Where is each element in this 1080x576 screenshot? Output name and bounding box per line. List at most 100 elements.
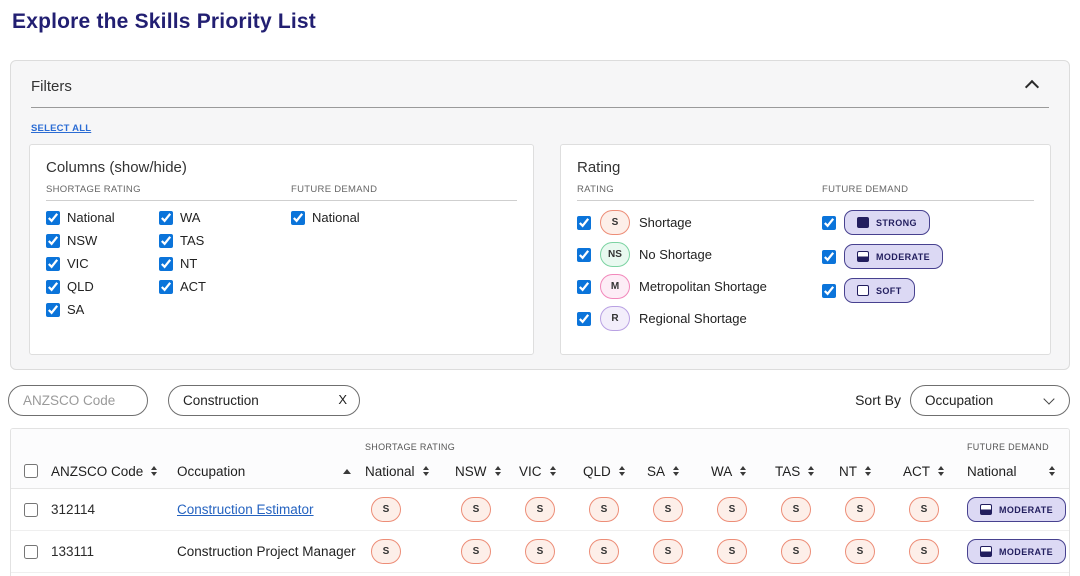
- shortage-rating-cell: S: [583, 539, 647, 564]
- column-toggle-checkbox-vic[interactable]: [46, 256, 60, 271]
- column-toggle-checkbox-act[interactable]: [159, 279, 173, 294]
- col-header-qld[interactable]: QLD: [583, 464, 647, 479]
- anzsco-code-input[interactable]: [8, 384, 148, 416]
- sort-updown-icon[interactable]: [422, 465, 429, 477]
- column-toggle-checkbox-nsw[interactable]: [46, 233, 60, 248]
- rating-group-label: RATING: [577, 184, 822, 201]
- sort-updown-icon[interactable]: [673, 465, 680, 477]
- column-toggle-checkbox-qld[interactable]: [46, 279, 60, 294]
- col-header-nt[interactable]: NT: [839, 464, 903, 479]
- col-header-sa[interactable]: SA: [647, 464, 711, 479]
- rating-box: Rating RATING S Shortage NS No Shortage M Met…: [560, 144, 1051, 355]
- select-all-link[interactable]: SELECT ALL: [31, 123, 92, 134]
- select-all-rows-checkbox[interactable]: [24, 464, 38, 478]
- sort-updown-icon[interactable]: [618, 465, 625, 477]
- sort-updown-icon[interactable]: [1049, 465, 1055, 477]
- sort-updown-icon[interactable]: [740, 465, 747, 477]
- column-toggle-item-sa[interactable]: SA: [46, 302, 84, 317]
- clear-search-button[interactable]: X: [338, 391, 347, 407]
- column-toggle-national: National: [46, 210, 159, 225]
- shortage-rating-cell: S: [519, 539, 583, 564]
- col-header-national[interactable]: National: [365, 464, 455, 479]
- sort-updown-icon[interactable]: [808, 465, 815, 477]
- column-toggle-checkbox-sa[interactable]: [46, 302, 60, 317]
- future-demand-checkbox-moderate[interactable]: [822, 249, 836, 264]
- column-toggle-checkbox-national[interactable]: [46, 210, 60, 225]
- rating-checkbox-s[interactable]: [577, 215, 591, 230]
- filters-collapse-button[interactable]: [1021, 77, 1043, 95]
- occupation-link[interactable]: Construction Estimator: [177, 502, 314, 517]
- column-toggle-checkbox-tas[interactable]: [159, 233, 173, 248]
- future-demand-cell: MODERATE: [967, 497, 1069, 522]
- column-toggle-item-national[interactable]: National: [46, 210, 115, 225]
- shortage-rating-badge-s: S: [781, 497, 811, 522]
- future-demand-pill-soft[interactable]: SOFT: [844, 278, 915, 303]
- column-toggle-checkbox-wa[interactable]: [159, 210, 173, 225]
- shortage-rating-cell: S: [839, 497, 903, 522]
- search-sort-row: X Sort By Occupation: [8, 384, 1070, 416]
- col-header-occupation[interactable]: Occupation: [177, 464, 365, 479]
- column-toggle-item-nsw[interactable]: NSW: [46, 233, 97, 248]
- sort-ascending-icon[interactable]: [343, 468, 351, 474]
- future-column-toggle-checkbox-national[interactable]: [291, 210, 305, 225]
- shortage-rating-badge-s: S: [589, 539, 619, 564]
- sort-by-select[interactable]: Occupation: [910, 384, 1070, 416]
- future-demand-group-label: FUTURE DEMAND: [822, 184, 1034, 201]
- future-demand-pill-moderate[interactable]: MODERATE: [967, 539, 1067, 564]
- shortage-rating-badge-s: S: [461, 539, 491, 564]
- future-column-toggle-item-national[interactable]: National: [291, 210, 360, 225]
- row-checkbox-312114[interactable]: [24, 502, 38, 517]
- future-demand-pill-label: MODERATE: [999, 504, 1054, 515]
- rating-checkbox-r[interactable]: [577, 311, 591, 326]
- table-header: SHORTAGE RATING FUTURE DEMAND ANZSCO Cod…: [11, 429, 1069, 489]
- column-toggle-item-nt[interactable]: NT: [159, 256, 197, 271]
- checkbox-label: SA: [67, 302, 85, 317]
- col-header-anzsco-code[interactable]: ANZSCO Code: [51, 464, 177, 479]
- shortage-rating-badge-s: S: [589, 497, 619, 522]
- sort-updown-icon[interactable]: [865, 465, 871, 477]
- future-demand-group-label: FUTURE DEMAND: [291, 184, 517, 201]
- column-toggle-item-act[interactable]: ACT: [159, 279, 206, 294]
- col-header-vic[interactable]: VIC: [519, 464, 583, 479]
- shortage-rating-cell: S: [839, 539, 903, 564]
- table-body: 312114 Construction Estimator S S S S S S S S S MOD…: [11, 489, 1069, 576]
- shortage-rating-badge-s: S: [717, 539, 747, 564]
- future-demand-pill-moderate[interactable]: MODERATE: [844, 244, 944, 269]
- shortage-rating-badge-s: S: [717, 497, 747, 522]
- sort-updown-icon[interactable]: [938, 465, 944, 477]
- rating-checkbox-ns[interactable]: [577, 247, 591, 262]
- shortage-rating-badge-s: S: [525, 497, 555, 522]
- rating-filter-ns: NS No Shortage: [577, 242, 822, 267]
- rating-checkbox-m[interactable]: [577, 279, 591, 294]
- column-toggle-act: ACT: [159, 279, 272, 294]
- column-toggle-vic: VIC: [46, 256, 159, 271]
- column-toggle-nt: NT: [159, 256, 272, 271]
- column-toggle-checkbox-nt[interactable]: [159, 256, 173, 271]
- row-checkbox-133111[interactable]: [24, 544, 38, 559]
- keyword-search-input[interactable]: [168, 384, 360, 416]
- shortage-rating-badge-s: S: [909, 497, 939, 522]
- column-toggle-item-qld[interactable]: QLD: [46, 279, 94, 294]
- sort-updown-icon[interactable]: [549, 465, 556, 477]
- checkbox-label: National: [67, 210, 115, 225]
- shortage-rating-badge-s: S: [781, 539, 811, 564]
- col-header-nsw[interactable]: NSW: [455, 464, 519, 479]
- rating-filter-group: RATING S Shortage NS No Shortage M Metropolit…: [577, 184, 822, 338]
- sort-updown-icon[interactable]: [151, 465, 158, 477]
- table-row: 312114 Construction Estimator S S S S S S S S S MOD…: [11, 489, 1069, 531]
- col-header-future-national[interactable]: National: [967, 464, 1069, 479]
- column-toggle-item-wa[interactable]: WA: [159, 210, 200, 225]
- col-header-act[interactable]: ACT: [903, 464, 967, 479]
- sort-updown-icon[interactable]: [494, 465, 501, 477]
- future-demand-pill-moderate[interactable]: MODERATE: [967, 497, 1067, 522]
- col-header-tas[interactable]: TAS: [775, 464, 839, 479]
- future-demand-checkbox-strong[interactable]: [822, 215, 836, 230]
- shortage-rating-cell: S: [455, 539, 519, 564]
- future-demand-checkbox-soft[interactable]: [822, 283, 836, 298]
- column-toggle-item-tas[interactable]: TAS: [159, 233, 204, 248]
- sort-by-wrap: Sort By Occupation: [855, 384, 1070, 416]
- column-toggle-item-vic[interactable]: VIC: [46, 256, 89, 271]
- col-header-wa[interactable]: WA: [711, 464, 775, 479]
- future-demand-pill-strong[interactable]: STRONG: [844, 210, 930, 235]
